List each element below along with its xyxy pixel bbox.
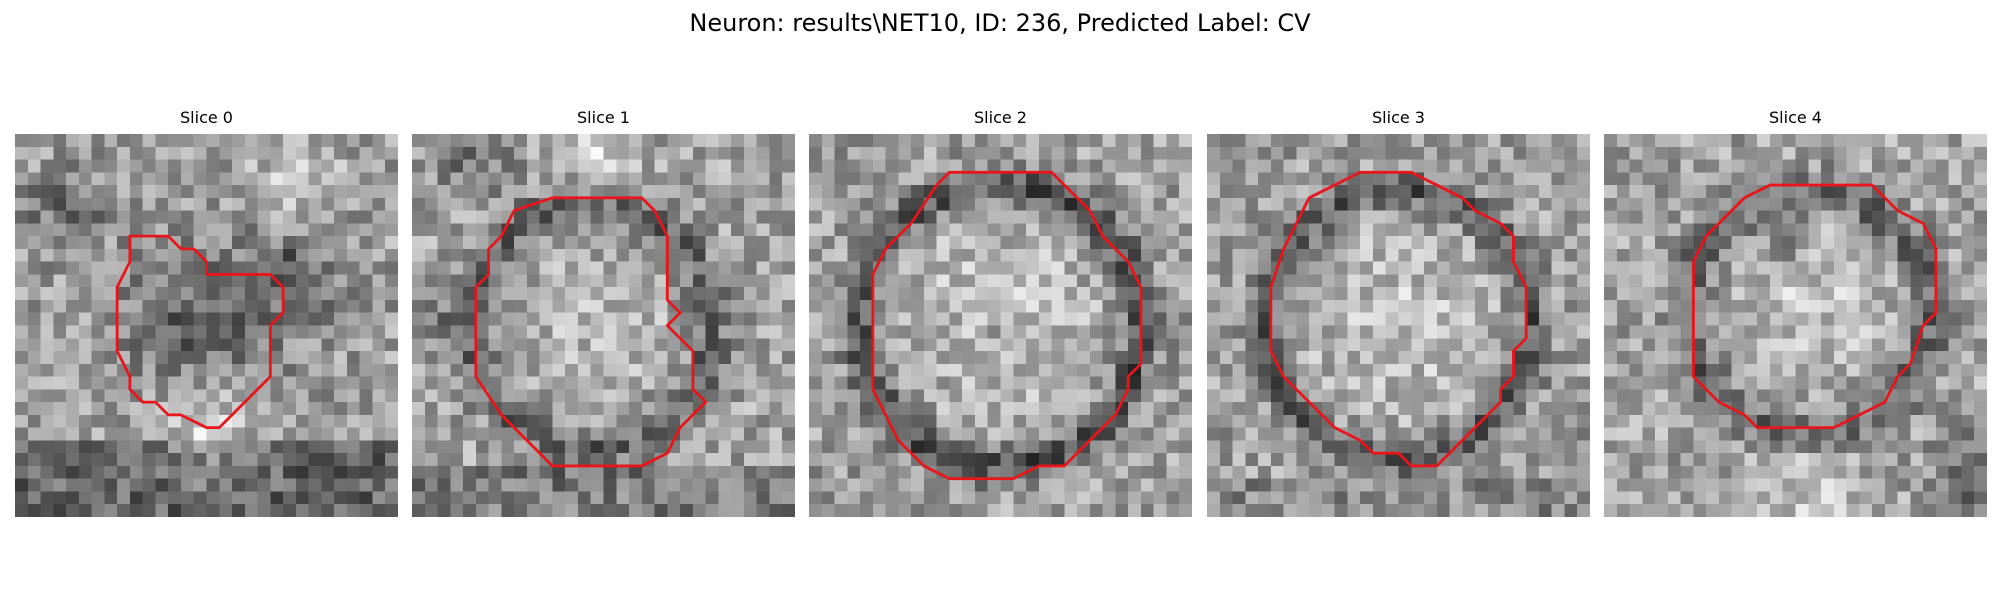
slice-panel-0: Slice 0 (15, 108, 398, 517)
pixel-grid (1604, 134, 1987, 517)
contour-outline (871, 170, 1143, 481)
slice-title: Slice 1 (577, 108, 630, 127)
slice-title: Slice 0 (180, 108, 233, 127)
slice-panel-3: Slice 3 (1207, 108, 1590, 517)
slice-image (15, 134, 398, 517)
slice-panel-2: Slice 2 (809, 108, 1192, 517)
contour-outline (1691, 183, 1938, 430)
pixel-grid (1207, 134, 1590, 517)
slice-image (1604, 134, 1987, 517)
slice-title: Slice 4 (1769, 108, 1822, 127)
contour-outline (115, 234, 285, 430)
pixel-grid (809, 134, 1192, 517)
contour-outline (474, 196, 708, 468)
slice-panel-1: Slice 1 (412, 108, 795, 517)
slice-title: Slice 3 (1372, 108, 1425, 127)
slice-image (412, 134, 795, 517)
contour-outline (1269, 170, 1528, 468)
pixel-grid (412, 134, 795, 517)
pixel-grid (15, 134, 398, 517)
slice-title: Slice 2 (974, 108, 1027, 127)
slice-panel-4: Slice 4 (1604, 108, 1987, 517)
slice-image (1207, 134, 1590, 517)
figure-title: Neuron: results\NET10, ID: 236, Predicte… (689, 9, 1311, 37)
slice-image (809, 134, 1192, 517)
